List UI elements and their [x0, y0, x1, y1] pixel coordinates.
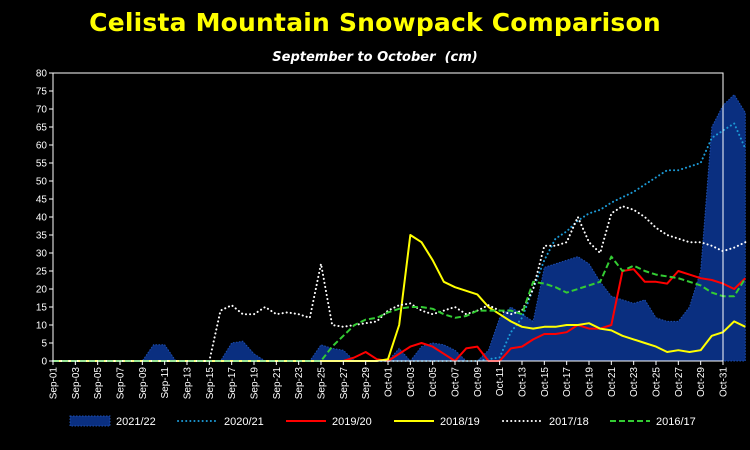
x-tick-label: Oct-13: [518, 367, 529, 397]
x-tick-label: Sep-03: [71, 367, 82, 400]
x-tick-label: Oct-31: [719, 367, 730, 397]
x-tick-label: Sep-29: [361, 367, 372, 400]
y-tick-label: 65: [36, 123, 48, 134]
x-tick-label: Sep-09: [138, 367, 149, 400]
y-tick-label: 25: [36, 267, 48, 278]
x-tick-label: Sep-27: [339, 367, 350, 400]
y-tick-label: 45: [36, 195, 48, 206]
series-2016-17-line: [53, 255, 747, 362]
x-tick-label: Sep-19: [250, 367, 261, 400]
legend-2021-22-swatch: [69, 415, 111, 427]
y-tick-label: 55: [36, 159, 48, 170]
x-tick-label: Oct-29: [696, 367, 707, 397]
legend-2016-17-label: 2016/17: [656, 416, 696, 428]
series-2018-19-line: [53, 234, 746, 362]
legend-2017-18-label: 2017/18: [549, 416, 589, 428]
y-tick-label: 0: [41, 357, 47, 368]
y-tick-label: 5: [41, 339, 47, 350]
x-tick-label: Sep-21: [272, 367, 283, 400]
chart-subtitle: September to October (cm): [272, 50, 478, 65]
x-tick-label: Oct-01: [384, 367, 395, 397]
x-tick-label: Sep-23: [294, 367, 305, 400]
series-2019-20-line: [53, 268, 747, 362]
y-tick-label: 30: [36, 249, 48, 260]
x-tick-label: Sep-11: [160, 367, 171, 399]
x-tick-label: Oct-17: [562, 367, 573, 397]
legend-2020-21-label: 2020/21: [224, 416, 264, 428]
x-tick-label: Sep-17: [227, 367, 238, 400]
y-tick-label: 40: [36, 213, 48, 224]
x-tick-label: Oct-05: [428, 367, 439, 397]
x-tick-label: Oct-11: [495, 367, 506, 397]
x-tick-label: Oct-09: [473, 367, 484, 397]
x-tick-label: Sep-07: [116, 367, 127, 400]
legend-2018-19-label: 2018/19: [440, 416, 480, 428]
x-tick-label: Sep-25: [317, 367, 328, 400]
series-2021-22-area: [53, 93, 746, 362]
x-tick-label: Oct-25: [652, 367, 663, 397]
y-tick-label: 15: [36, 303, 48, 314]
x-tick-label: Oct-23: [629, 367, 640, 397]
series-2020-21-line: [52, 122, 747, 362]
y-tick-label: 50: [36, 177, 48, 188]
x-tick-label: Oct-07: [451, 367, 462, 397]
x-tick-label: Oct-15: [540, 367, 551, 397]
y-tick-label: 80: [36, 69, 48, 80]
x-tick-label: Sep-05: [93, 367, 104, 400]
x-tick-label: Oct-21: [607, 367, 618, 397]
legend-2019-20-label: 2019/20: [332, 416, 372, 428]
chart-title: Celista Mountain Snowpack Comparison: [89, 8, 661, 37]
x-tick-label: Oct-19: [585, 367, 596, 397]
legend-2021-22-label: 2021/22: [116, 416, 156, 428]
x-tick-label: Sep-15: [205, 367, 216, 400]
x-tick-label: Oct-27: [674, 367, 685, 397]
y-tick-label: 20: [36, 285, 48, 296]
x-tick-label: Oct-03: [406, 367, 417, 397]
y-tick-label: 35: [36, 231, 48, 242]
y-tick-label: 70: [36, 105, 48, 116]
series-2017-18-line: [52, 205, 747, 362]
y-tick-label: 60: [36, 141, 48, 152]
y-tick-label: 10: [36, 321, 48, 332]
x-tick-label: Sep-01: [49, 367, 60, 400]
y-tick-label: 75: [36, 87, 48, 98]
x-tick-label: Sep-13: [183, 367, 194, 400]
